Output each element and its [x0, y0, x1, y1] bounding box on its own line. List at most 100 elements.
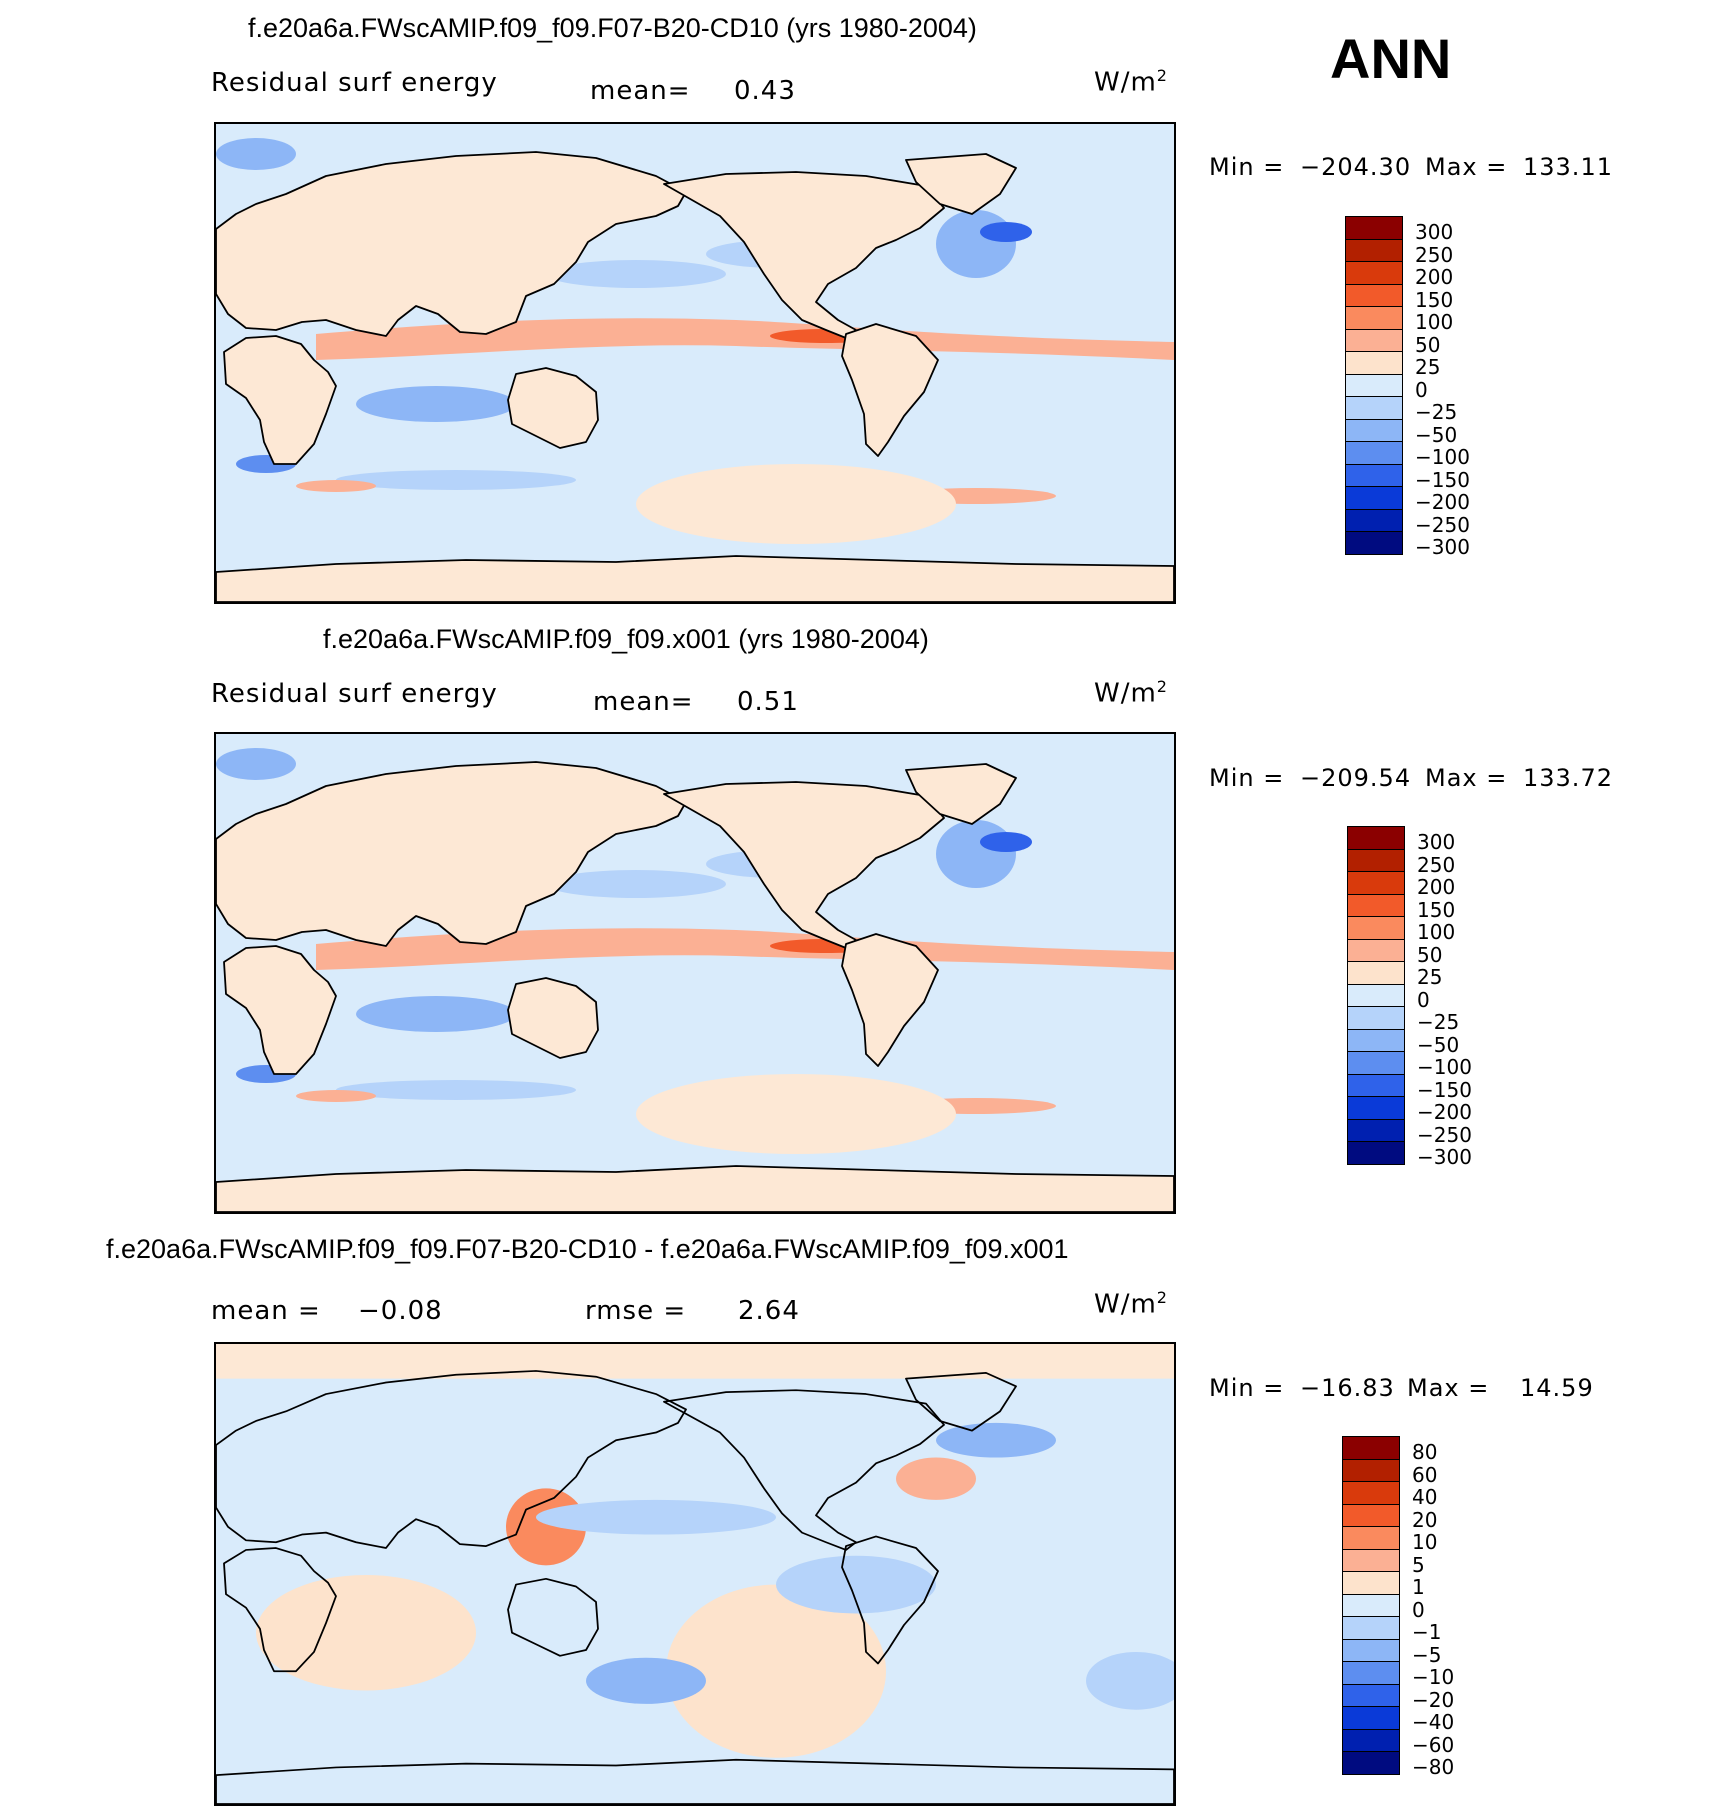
colorbar-tick-label: −40	[1412, 1710, 1455, 1734]
colorbar-tick-label: −150	[1415, 467, 1470, 492]
colorbar-tick-label: −200	[1415, 490, 1470, 514]
continent-outline	[223, 945, 337, 1075]
continent-outline	[841, 323, 939, 457]
panel3-mean-value: −0.08	[358, 1296, 443, 1326]
panel1-min-value: −204.30	[1300, 153, 1412, 181]
panel3-title: f.e20a6a.FWscAMIP.f09_f09.F07-B20-CD10 -…	[106, 1234, 1069, 1264]
panel2-map-canvas	[216, 734, 1174, 1212]
colorbar-segment	[1347, 1073, 1405, 1097]
colorbar-segment	[1345, 373, 1403, 397]
colorbar-tick-label: 50	[1415, 332, 1441, 357]
colorbar-segment	[1347, 1141, 1405, 1165]
colorbar-segment	[1347, 916, 1405, 940]
continent-outline	[905, 1372, 1017, 1432]
colorbar-tick-label: 300	[1415, 220, 1454, 244]
continent-outline	[216, 555, 1174, 602]
colorbar-segment	[1342, 1593, 1400, 1617]
colorbar-segment	[1342, 1616, 1400, 1640]
colorbar-segment	[1342, 1548, 1400, 1572]
colorbar-segment	[1347, 1006, 1405, 1030]
colorbar-tick-label: −50	[1417, 1032, 1460, 1057]
colorbar-tick-label: −250	[1415, 512, 1470, 537]
colorbar-tick-label: 20	[1412, 1507, 1438, 1532]
colorbar-tick-label: 200	[1417, 875, 1456, 899]
continent-outline	[507, 367, 599, 449]
colorbar-tick-label: −20	[1412, 1687, 1455, 1712]
colorbar-segment	[1342, 1638, 1400, 1662]
colorbar-segment	[1347, 826, 1405, 850]
colorbar-tick-label: 40	[1412, 1485, 1438, 1509]
colorbar-segment	[1345, 418, 1403, 442]
panel1-max-value: 133.11	[1523, 153, 1613, 181]
colorbar-segment	[1345, 328, 1403, 352]
colorbar-tick-label: −25	[1417, 1010, 1460, 1034]
panel2-variable: Residual surf energy	[211, 679, 498, 709]
continent-outline	[663, 171, 945, 339]
colorbar-tick-label: −25	[1415, 400, 1458, 424]
panel3-max-value: 14.59	[1520, 1374, 1594, 1402]
colorbar-segment	[1342, 1683, 1400, 1707]
colorbar-segment	[1347, 961, 1405, 985]
continent-outline	[663, 1389, 945, 1551]
colorbar-tick-label: −10	[1412, 1665, 1455, 1689]
panel2-title: f.e20a6a.FWscAMIP.f09_f09.x001 (yrs 1980…	[323, 624, 929, 654]
colorbar-tick-label: −200	[1417, 1100, 1472, 1124]
panel1-units: W/m2	[1094, 66, 1168, 98]
colorbar-segment	[1342, 1436, 1400, 1460]
panel3-rmse-label: rmse =	[585, 1296, 687, 1326]
continent-outline	[663, 781, 945, 949]
panel2-map	[214, 732, 1176, 1214]
colorbar-segment	[1347, 938, 1405, 962]
panel1-max-label: Max =	[1425, 153, 1508, 181]
colorbar-tick-label: 60	[1412, 1462, 1438, 1487]
continent-outline	[905, 153, 1017, 215]
colorbar-segment	[1342, 1728, 1400, 1752]
colorbar-tick-label: 250	[1415, 242, 1454, 267]
panel3-rmse-value: 2.64	[738, 1296, 800, 1326]
colorbar-segment	[1345, 463, 1403, 487]
colorbar-tick-label: 200	[1415, 265, 1454, 289]
colorbar-tick-label: 5	[1412, 1552, 1425, 1577]
continent-outline	[216, 1370, 687, 1549]
panel2-mean-value: 0.51	[737, 687, 799, 717]
colorbar-tick-label: 150	[1415, 287, 1454, 312]
colorbar-tick-label: 10	[1412, 1530, 1438, 1554]
panel2-min-value: −209.54	[1300, 764, 1412, 792]
continent-outline	[216, 761, 687, 947]
panel1-min-label: Min =	[1209, 153, 1285, 181]
colorbar-segment	[1345, 441, 1403, 465]
colorbar-segment	[1345, 283, 1403, 307]
colorbar-tick-label: −5	[1412, 1642, 1442, 1667]
colorbar-segment	[1342, 1751, 1400, 1775]
colorbar-segment	[1345, 396, 1403, 420]
colorbar-segment	[1347, 1028, 1405, 1052]
colorbar-tick-label: 50	[1417, 942, 1443, 967]
colorbar-tick-label: 100	[1415, 310, 1454, 334]
colorbar-tick-label: −60	[1412, 1732, 1455, 1757]
colorbar-segment	[1342, 1571, 1400, 1595]
panel1-colorbar: 300 250 200 150 100 50 25 0 −25 −50 −100 −150 −200 −2…	[1345, 216, 1470, 559]
colorbar-tick-label: −300	[1417, 1145, 1472, 1169]
colorbar-tick-label: 150	[1417, 897, 1456, 922]
colorbar-segment	[1347, 1118, 1405, 1142]
colorbar-segment	[1345, 531, 1403, 555]
continent-outline	[841, 933, 939, 1067]
colorbar-segment	[1345, 261, 1403, 285]
colorbar-tick-label: −80	[1412, 1755, 1455, 1779]
panel1-mean-label: mean=	[590, 76, 691, 106]
colorbar-segment	[1342, 1503, 1400, 1527]
colorbar-segment	[1347, 1096, 1405, 1120]
continent-outline	[905, 763, 1017, 825]
continent-outline	[507, 1577, 599, 1657]
panel3-colorbar: 80 60 40 20 10 5 1 0 −1 −5 −10 −20 −40 −60 −80	[1342, 1436, 1454, 1779]
colorbar-tick-label: 0	[1417, 987, 1430, 1012]
continent-outline	[841, 1535, 939, 1665]
colorbar-segment	[1345, 351, 1403, 375]
colorbar-tick-label: 0	[1415, 377, 1428, 402]
colorbar-segment	[1347, 848, 1405, 872]
colorbar-tick-label: −300	[1415, 535, 1470, 559]
panel2-max-value: 133.72	[1523, 764, 1613, 792]
colorbar-tick-label: 0	[1412, 1597, 1425, 1622]
colorbar-segment	[1347, 1051, 1405, 1075]
continent-outline	[216, 151, 687, 337]
